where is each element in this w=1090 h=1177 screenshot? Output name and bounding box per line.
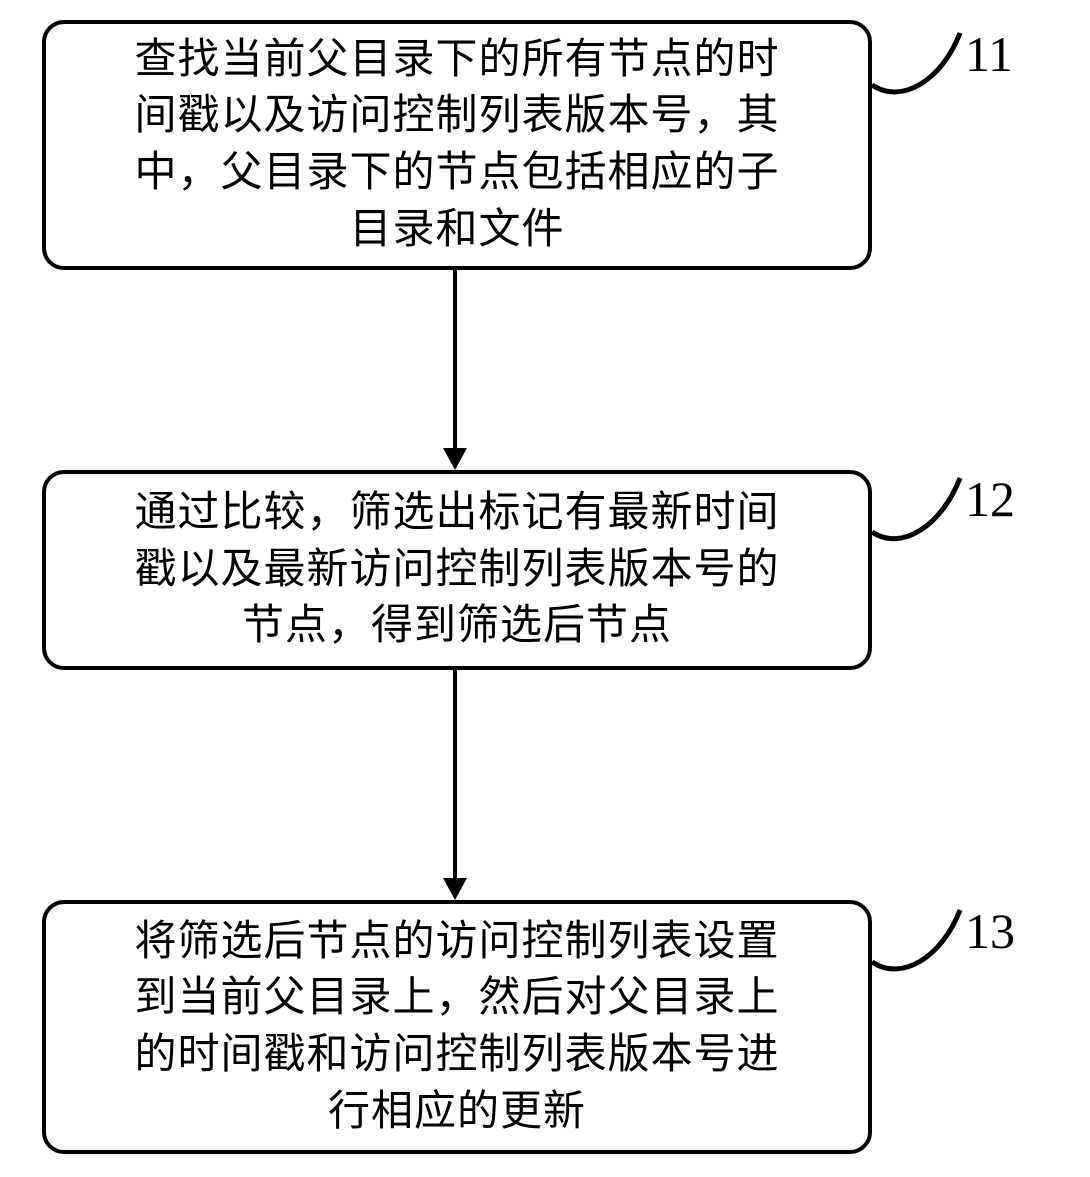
label-11: 11 — [965, 25, 1013, 83]
flow-node-3: 将筛选后节点的访问控制列表设置 到当前父目录上，然后对父目录上 的时间戳和访问控… — [42, 900, 872, 1154]
flow-node-2-text: 通过比较，筛选出标记有最新时间 戳以及最新访问控制列表版本号的 节点，得到筛选后… — [134, 485, 779, 655]
flow-node-1: 查找当前父目录下的所有节点的时 间戳以及访问控制列表版本号，其 中，父目录下的节… — [42, 20, 872, 270]
arrow-2-3-line — [453, 670, 457, 880]
connector-2 — [872, 470, 972, 560]
flow-node-3-text: 将筛选后节点的访问控制列表设置 到当前父目录上，然后对父目录上 的时间戳和访问控… — [134, 914, 779, 1141]
flow-node-2: 通过比较，筛选出标记有最新时间 戳以及最新访问控制列表版本号的 节点，得到筛选后… — [42, 470, 872, 670]
arrow-2-3-head — [443, 878, 467, 900]
connector-3 — [872, 902, 972, 992]
connector-1 — [872, 25, 972, 115]
arrow-1-2-head — [443, 448, 467, 470]
label-12: 12 — [965, 470, 1015, 528]
arrow-1-2-line — [453, 270, 457, 450]
flow-node-1-text: 查找当前父目录下的所有节点的时 间戳以及访问控制列表版本号，其 中，父目录下的节… — [134, 32, 779, 259]
label-13: 13 — [965, 902, 1015, 960]
